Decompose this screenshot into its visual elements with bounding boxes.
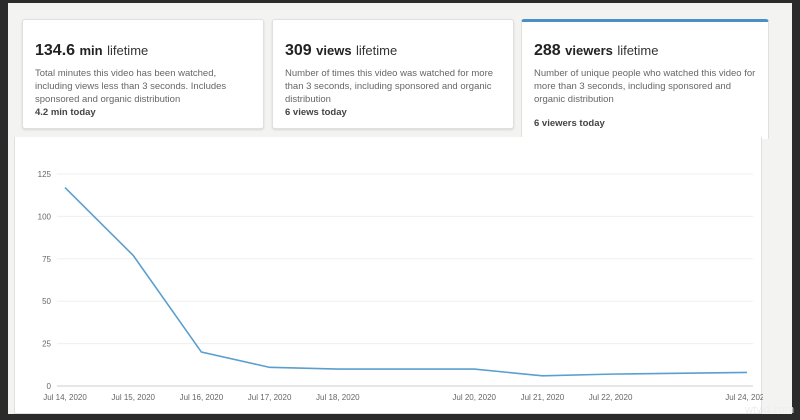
viewers-chart: 0 25 50 75 100 125 Jul 14, 2020 Jul 15, 2020 Jul… (14, 137, 770, 414)
series-line (64, 187, 748, 377)
x-tick-label: Jul 17, 2020 (248, 393, 292, 402)
x-tick-label: Jul 24, 2020 (725, 393, 763, 402)
watermark: wtvid.com (745, 404, 794, 416)
metric-value: 134.6 min lifetime (35, 42, 149, 59)
y-tick-label: 75 (42, 255, 51, 264)
y-tick-label: 50 (42, 297, 51, 306)
y-tick-label: 0 (47, 382, 52, 391)
y-tick-label: 125 (38, 170, 52, 179)
x-tick-label: Jul 18, 2020 (316, 393, 360, 402)
metric-description: Number of times this video was watched f… (285, 68, 494, 105)
x-tick-label: Jul 16, 2020 (180, 393, 224, 402)
metric-description: Number of unique people who watched this… (534, 68, 756, 105)
y-tick-label: 25 (42, 340, 51, 349)
metric-description: Total minutes this video has been watche… (35, 68, 227, 105)
metric-today: 4.2 min today (35, 107, 96, 118)
x-tick-label: Jul 21, 2020 (521, 393, 565, 402)
x-tick-label: Jul 14, 2020 (43, 393, 87, 402)
metric-today: 6 viewers today (534, 118, 605, 129)
x-tick-label: Jul 20, 2020 (452, 393, 496, 402)
metric-card-min[interactable]: 134.6 min lifetime Total minutes this vi… (22, 19, 264, 129)
metric-card-viewers[interactable]: 288 viewers lifetime Number of unique pe… (521, 19, 769, 139)
metric-value: 288 viewers lifetime (534, 42, 659, 59)
line-chart: 0 25 50 75 100 125 Jul 14, 2020 Jul 15, 2020 Jul… (38, 170, 770, 402)
x-tick-label: Jul 15, 2020 (111, 393, 155, 402)
metric-value: 309 views lifetime (285, 42, 398, 59)
y-tick-label: 100 (38, 212, 52, 221)
x-tick-label: Jul 22, 2020 (589, 393, 633, 402)
metric-card-views[interactable]: 309 views lifetime Number of times this … (272, 19, 514, 129)
metric-today: 6 views today (285, 107, 347, 118)
